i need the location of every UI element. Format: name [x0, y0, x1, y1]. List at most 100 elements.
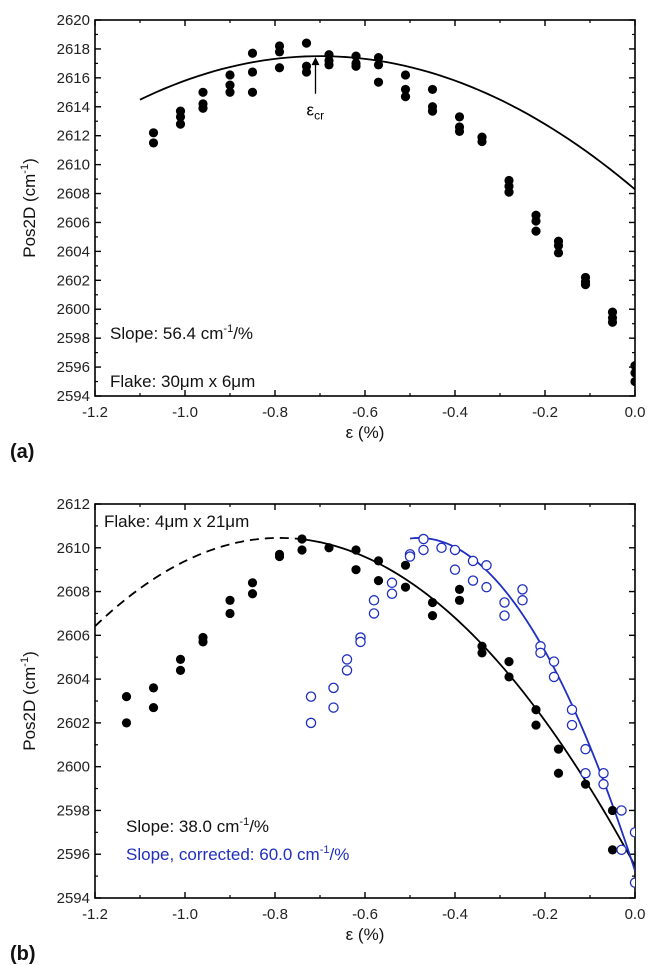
slope-blue-end: /%: [330, 845, 350, 864]
y-axis-label: Pos2D (cm-1): [19, 158, 39, 258]
data-point: [351, 61, 361, 71]
data-point: [477, 641, 487, 651]
data-point: [630, 368, 635, 378]
x-axis-label: ε (%): [346, 423, 385, 442]
data-point: [400, 84, 411, 95]
data-point: [274, 47, 285, 57]
data-point: [436, 542, 447, 554]
data-point: [553, 241, 564, 251]
plot-area: [139, 38, 635, 387]
data-point: [225, 70, 235, 80]
data-point: [247, 578, 258, 588]
data-point: [548, 671, 560, 683]
data-point: [274, 551, 285, 562]
data-point: [373, 556, 384, 566]
y-tick-label: 2604: [57, 671, 90, 688]
data-point: [580, 767, 591, 779]
x-tick-label: -1.0: [172, 404, 198, 421]
fit-curve: [297, 537, 635, 867]
y-axis-label-end: ): [20, 158, 39, 164]
slope-black-annotation: Slope: 38.0 cm-1/%: [126, 816, 269, 836]
y-axis-label-main: Pos2D (cm: [20, 667, 39, 751]
slope-text: Slope: 56.4 cm: [110, 324, 223, 343]
slope-blue-annotation: Slope, corrected: 60.0 cm-1/%: [126, 844, 349, 864]
fit-curve: [95, 537, 298, 627]
data-point: [580, 743, 591, 755]
data-point: [368, 608, 380, 619]
y-tick-label: 2600: [57, 301, 90, 318]
fit-curve: [409, 537, 635, 872]
data-point: [630, 361, 635, 371]
data-point: [454, 595, 465, 605]
data-point: [531, 216, 541, 226]
data-point: [324, 543, 334, 553]
data-point: [351, 565, 361, 575]
data-point: [427, 611, 438, 621]
y-tick-label: 2606: [57, 214, 90, 231]
ecr-label-sub: cr: [314, 108, 324, 122]
data-point: [499, 610, 510, 621]
y-tick-label: 2612: [57, 496, 90, 513]
data-point: [535, 647, 546, 659]
data-point: [598, 778, 609, 790]
data-point: [341, 665, 353, 676]
y-tick-label: 2598: [57, 802, 90, 819]
data-point: [629, 877, 635, 888]
y-tick-label: 2608: [57, 584, 90, 601]
data-point: [351, 51, 361, 61]
data-point: [148, 138, 159, 148]
data-point: [630, 376, 635, 387]
y-tick-label: 2614: [57, 99, 90, 116]
y-tick-label: 2600: [57, 759, 90, 776]
x-tick-label: -0.2: [532, 906, 558, 923]
ecr-arrow-head: [311, 57, 320, 66]
data-point: [386, 588, 398, 599]
data-point: [566, 719, 578, 731]
x-tick-label: -0.8: [262, 906, 288, 923]
x-tick-label: -1.0: [172, 906, 198, 923]
y-tick-label: 2608: [57, 186, 90, 203]
x-tick-label: 0.0: [625, 906, 646, 923]
data-point: [454, 584, 465, 594]
data-point: [454, 126, 465, 136]
x-tick-label: -1.2: [82, 906, 108, 923]
y-axis-label-end: ): [20, 651, 39, 657]
data-point: [225, 608, 235, 619]
data-point: [517, 584, 528, 595]
y-tick-label: 2606: [57, 627, 90, 644]
data-point: [247, 589, 258, 599]
y-tick-label: 2610: [57, 540, 90, 557]
data-point: [175, 112, 186, 122]
x-axis-label: ε (%): [346, 925, 385, 944]
y-tick-label: 2596: [57, 846, 90, 863]
data-point: [454, 112, 465, 122]
slope-black-end: /%: [249, 817, 269, 836]
data-point: [175, 654, 186, 665]
x-tick-label: -0.6: [352, 906, 378, 923]
data-point: [553, 744, 564, 754]
data-point: [598, 767, 609, 779]
x-tick-label: -0.8: [262, 404, 288, 421]
y-tick-label: 2616: [57, 70, 90, 87]
slope-end: /%: [233, 324, 253, 343]
data-point: [247, 48, 258, 58]
data-point: [297, 534, 307, 544]
slope-sup: -1: [223, 323, 233, 335]
data-point: [175, 119, 186, 129]
y-tick-label: 2602: [57, 272, 90, 289]
y-axis-label-main: Pos2D (cm: [20, 174, 39, 258]
data-point: [404, 551, 416, 562]
data-point: [504, 672, 514, 682]
data-point: [225, 80, 235, 90]
data-point: [297, 545, 307, 555]
data-point: [373, 53, 384, 63]
data-point: [449, 544, 461, 556]
y-axis-label-sup: -1: [19, 164, 31, 174]
data-point: [449, 564, 461, 575]
y-tick-label: 2618: [57, 41, 90, 58]
data-point: [247, 67, 258, 77]
data-point: [225, 595, 235, 605]
data-point: [373, 77, 384, 87]
data-point: [517, 595, 528, 606]
data-point: [427, 106, 438, 116]
